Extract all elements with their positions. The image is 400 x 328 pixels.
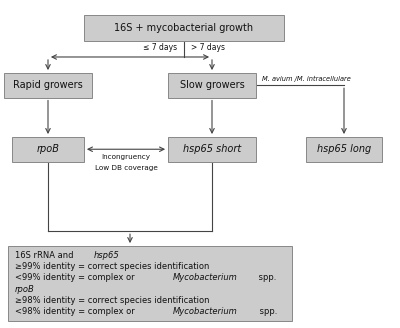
Text: M. avium /M. intracellulare: M. avium /M. intracellulare bbox=[262, 76, 351, 82]
FancyBboxPatch shape bbox=[306, 137, 382, 161]
Text: hsp65: hsp65 bbox=[94, 251, 120, 260]
Text: spp.: spp. bbox=[256, 273, 277, 282]
Text: 16S rRNA and: 16S rRNA and bbox=[15, 251, 76, 260]
FancyBboxPatch shape bbox=[168, 73, 256, 97]
Text: rpoB: rpoB bbox=[36, 144, 60, 154]
Text: spp.: spp. bbox=[257, 307, 277, 316]
FancyBboxPatch shape bbox=[168, 137, 256, 161]
Text: ≤ 7 days: ≤ 7 days bbox=[143, 43, 177, 52]
FancyBboxPatch shape bbox=[8, 246, 292, 321]
Text: > 7 days: > 7 days bbox=[191, 43, 225, 52]
FancyBboxPatch shape bbox=[84, 15, 284, 41]
Text: Mycobacterium: Mycobacterium bbox=[173, 307, 238, 316]
Text: ≥99% identity = correct species identification: ≥99% identity = correct species identifi… bbox=[15, 262, 210, 271]
Text: ≥98% identity = correct species identification: ≥98% identity = correct species identifi… bbox=[15, 296, 210, 305]
FancyBboxPatch shape bbox=[12, 137, 84, 161]
Text: Low DB coverage: Low DB coverage bbox=[94, 165, 158, 171]
Text: Incongruency: Incongruency bbox=[102, 154, 150, 160]
Text: Slow growers: Slow growers bbox=[180, 80, 244, 90]
Text: <99% identity = complex or: <99% identity = complex or bbox=[15, 273, 138, 282]
Text: Mycobacterium: Mycobacterium bbox=[173, 273, 238, 282]
Text: rpoB: rpoB bbox=[15, 285, 35, 294]
Text: hsp65 short: hsp65 short bbox=[183, 144, 241, 154]
FancyBboxPatch shape bbox=[4, 73, 92, 97]
Text: hsp65 long: hsp65 long bbox=[317, 144, 371, 154]
Text: <98% identity = complex or: <98% identity = complex or bbox=[15, 307, 138, 316]
Text: 16S + mycobacterial growth: 16S + mycobacterial growth bbox=[114, 23, 254, 33]
Text: Rapid growers: Rapid growers bbox=[13, 80, 83, 90]
